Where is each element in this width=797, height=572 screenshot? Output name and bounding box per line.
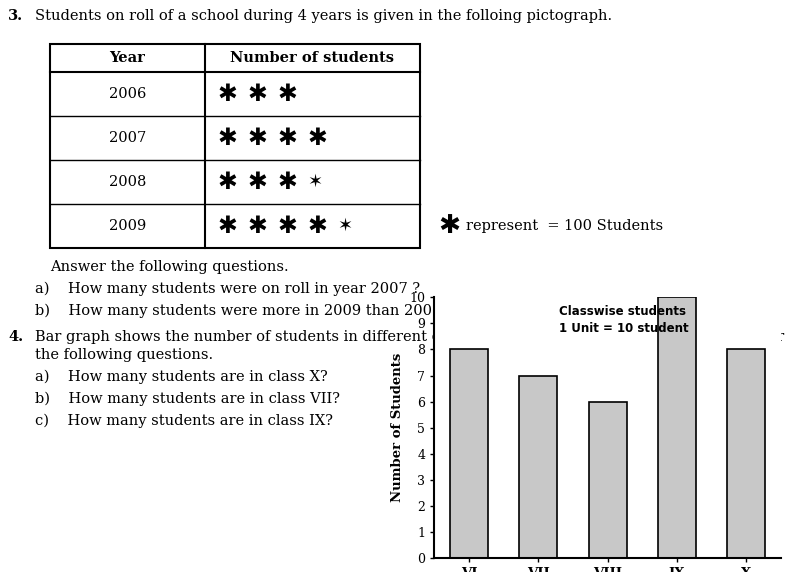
Bar — [50, 44, 420, 248]
Text: ✱: ✱ — [277, 214, 296, 238]
Text: ✱: ✱ — [217, 82, 237, 106]
Text: ✱: ✱ — [438, 213, 460, 239]
Text: ✱: ✱ — [307, 214, 327, 238]
Text: ✱: ✱ — [247, 126, 267, 150]
Text: ✱: ✱ — [247, 170, 267, 194]
Bar — [727, 349, 765, 558]
Text: the following questions.: the following questions. — [35, 348, 213, 362]
Text: ✶: ✶ — [337, 217, 352, 235]
Text: Bar graph shows the number of students in different classes of a school. Read th: Bar graph shows the number of students i… — [35, 330, 784, 344]
Text: represent  = 100 Students: represent = 100 Students — [466, 219, 663, 233]
Text: ✱: ✱ — [277, 82, 296, 106]
Text: ✱: ✱ — [217, 170, 237, 194]
Text: 2009: 2009 — [109, 219, 146, 233]
Text: c)    How many students are in class IX?: c) How many students are in class IX? — [35, 414, 333, 428]
Text: b)    How many students were more in 2009 than 2008?: b) How many students were more in 2009 t… — [35, 304, 450, 319]
Text: ✱: ✱ — [217, 214, 237, 238]
Text: ✱: ✱ — [307, 126, 327, 150]
Text: Number of students: Number of students — [230, 51, 395, 65]
Text: ✶: ✶ — [307, 173, 322, 191]
Text: b)    How many students are in class VII?: b) How many students are in class VII? — [35, 392, 340, 406]
Text: 3.: 3. — [8, 9, 23, 23]
Text: ✱: ✱ — [247, 214, 267, 238]
Text: 2007: 2007 — [109, 131, 146, 145]
Text: 4.: 4. — [8, 330, 23, 344]
Text: ✱: ✱ — [277, 170, 296, 194]
Text: Students on roll of a school during 4 years is given in the folloing pictograph.: Students on roll of a school during 4 ye… — [35, 9, 612, 23]
Text: 2006: 2006 — [109, 87, 146, 101]
Text: a)    How many students were on roll in year 2007 ?: a) How many students were on roll in yea… — [35, 282, 420, 296]
Bar — [589, 402, 626, 558]
Text: Year: Year — [109, 51, 145, 65]
Text: Answer the following questions.: Answer the following questions. — [50, 260, 289, 274]
Text: ✱: ✱ — [217, 126, 237, 150]
Bar — [520, 376, 557, 558]
Text: ✱: ✱ — [277, 126, 296, 150]
Bar — [658, 297, 696, 558]
Bar — [450, 349, 489, 558]
Y-axis label: Number of Students: Number of Students — [391, 353, 404, 502]
Text: Classwise students
1 Unit = 10 student: Classwise students 1 Unit = 10 student — [559, 305, 689, 335]
Text: a)    How many students are in class X?: a) How many students are in class X? — [35, 370, 328, 384]
Text: ✱: ✱ — [247, 82, 267, 106]
Text: 2008: 2008 — [109, 175, 146, 189]
